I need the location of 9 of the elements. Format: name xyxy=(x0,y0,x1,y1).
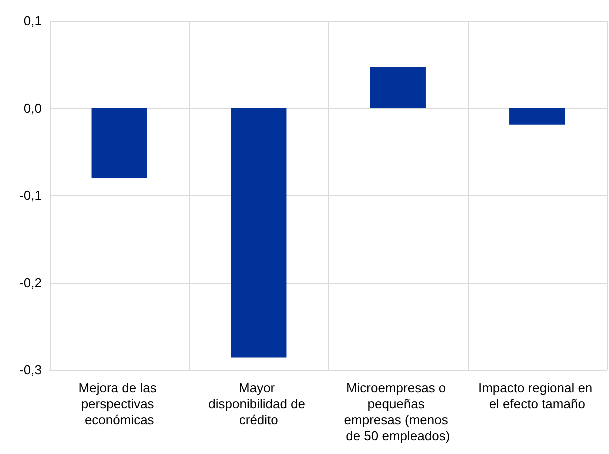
y-tick-label: 0,1 xyxy=(24,14,42,28)
y-tick-label: -0,3 xyxy=(20,362,42,378)
y-tick-label: -0,1 xyxy=(20,188,42,203)
x-tick-label: Impacto regional en el efecto tamaño xyxy=(478,380,596,412)
x-tick-label: Microempresas o pequeñas empresas (menos de 50 empleados) xyxy=(344,380,452,444)
x-tick-label: Mejora de las perspectivas económicas xyxy=(78,380,160,428)
x-tick-label: Mayor disponibilidad de crédito xyxy=(208,380,310,428)
y-tick-label: 0,0 xyxy=(24,100,42,116)
y-tick-label: -0,2 xyxy=(20,275,42,290)
